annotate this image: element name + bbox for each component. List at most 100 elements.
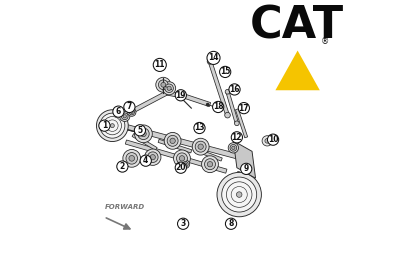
Text: FORWARD: FORWARD [105,204,145,210]
Circle shape [238,102,249,114]
Text: 6: 6 [116,107,121,116]
Text: 11: 11 [155,60,165,69]
Circle shape [120,111,130,121]
Circle shape [144,149,161,165]
Circle shape [100,113,125,138]
Circle shape [222,177,257,212]
Circle shape [164,132,181,149]
Text: 10: 10 [268,135,278,144]
Circle shape [156,77,171,92]
Circle shape [129,155,134,161]
Polygon shape [234,141,255,178]
Text: 20: 20 [176,163,186,172]
Text: 15: 15 [220,67,231,77]
Text: 8: 8 [228,219,234,228]
Circle shape [175,90,186,101]
Polygon shape [125,140,227,173]
Circle shape [198,144,203,149]
Text: 5: 5 [137,126,142,135]
Circle shape [173,150,190,167]
Circle shape [113,106,124,117]
Circle shape [158,80,168,90]
Circle shape [207,59,213,64]
Circle shape [217,172,261,217]
Circle shape [262,136,273,146]
Text: ®: ® [321,38,329,47]
Circle shape [110,124,114,128]
Circle shape [103,116,121,135]
Circle shape [170,138,175,144]
Text: 13: 13 [194,123,205,133]
Circle shape [226,218,236,229]
Circle shape [97,110,128,142]
Circle shape [134,125,152,143]
Text: 14: 14 [208,54,219,62]
Circle shape [234,121,239,126]
Circle shape [213,101,224,113]
Circle shape [228,143,239,153]
Circle shape [265,138,270,143]
Circle shape [205,159,215,170]
Circle shape [183,162,188,167]
Circle shape [99,120,110,131]
Circle shape [229,84,240,95]
Circle shape [226,182,252,207]
Circle shape [121,113,128,120]
Text: 19: 19 [176,91,186,100]
Circle shape [163,82,176,95]
Circle shape [128,108,136,116]
Circle shape [231,132,242,143]
Circle shape [107,120,118,131]
Polygon shape [226,91,239,124]
Circle shape [232,146,235,150]
Polygon shape [185,94,211,106]
Text: 18: 18 [213,102,223,111]
Circle shape [176,153,187,164]
Circle shape [153,58,166,71]
Text: 3: 3 [181,219,186,228]
Circle shape [117,161,128,172]
Circle shape [123,115,126,118]
Polygon shape [236,109,248,138]
Polygon shape [121,91,168,118]
Circle shape [126,153,137,164]
Circle shape [181,160,190,168]
Text: 2: 2 [120,162,125,171]
Circle shape [207,51,220,65]
Circle shape [167,135,178,146]
Circle shape [124,101,135,113]
Circle shape [225,112,230,118]
Circle shape [147,152,158,163]
Polygon shape [166,91,186,99]
Text: 16: 16 [229,85,240,94]
Circle shape [236,192,242,197]
Circle shape [165,84,173,92]
Text: 1: 1 [102,121,107,130]
Circle shape [241,163,252,175]
Polygon shape [158,139,192,153]
Circle shape [230,144,237,151]
Polygon shape [276,50,320,90]
Circle shape [175,162,186,173]
Polygon shape [193,147,222,161]
Circle shape [194,122,205,134]
Circle shape [179,156,185,161]
Circle shape [178,218,189,229]
Circle shape [134,125,145,136]
Circle shape [150,155,155,160]
Circle shape [129,109,134,115]
Circle shape [123,150,141,167]
Circle shape [225,89,230,94]
Text: CAT: CAT [249,5,344,48]
Circle shape [192,138,209,155]
Circle shape [161,82,165,87]
Polygon shape [121,123,241,160]
Circle shape [202,156,218,173]
Circle shape [195,141,206,152]
Polygon shape [208,61,229,116]
Circle shape [141,131,146,137]
Circle shape [167,86,171,90]
Circle shape [130,111,133,113]
Circle shape [220,66,231,78]
Circle shape [138,128,149,140]
